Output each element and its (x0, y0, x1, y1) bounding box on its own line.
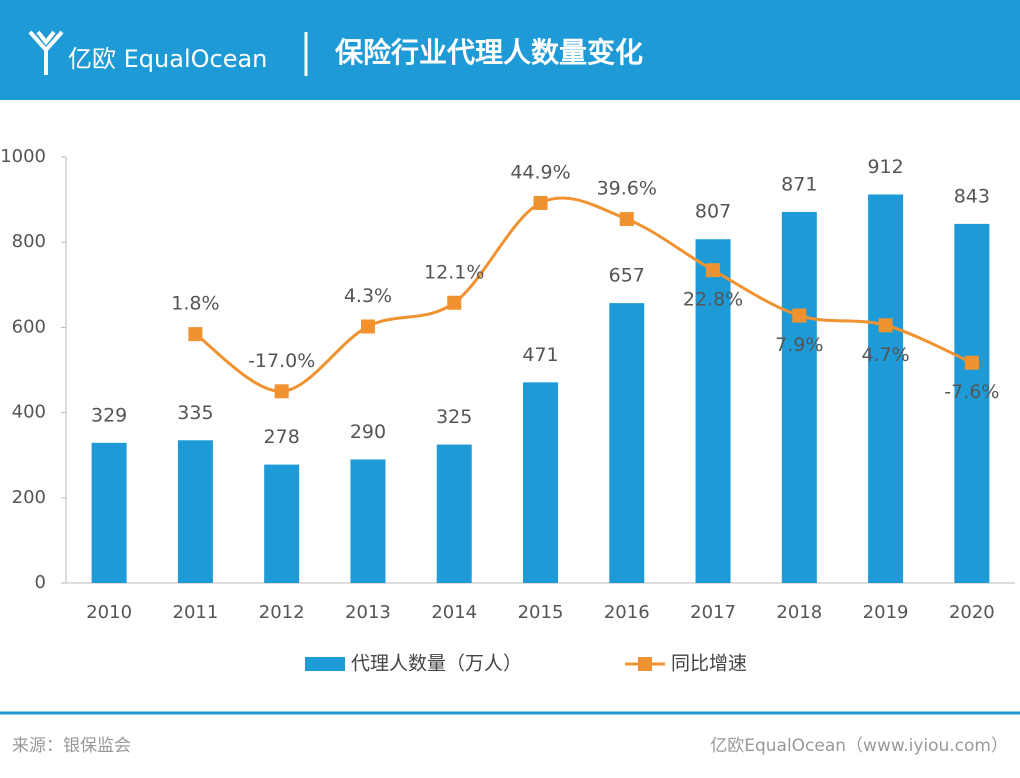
line-value-label: -17.0% (248, 350, 315, 372)
logo-icon (28, 30, 64, 75)
y-tick-label: 600 (12, 316, 46, 337)
line-value-label: -7.6% (944, 381, 999, 403)
legend-swatch (305, 657, 345, 671)
bar (264, 464, 300, 583)
x-tick-label: 2015 (518, 602, 564, 623)
x-tick-label: 2014 (431, 602, 477, 623)
line-value-label: 4.3% (344, 285, 392, 307)
line-marker (706, 263, 721, 278)
line-value-label: 39.6% (597, 178, 657, 200)
bar-value-label: 335 (177, 402, 213, 424)
line-value-label: 44.9% (510, 161, 570, 183)
bar-value-label: 807 (695, 201, 731, 223)
line-value-label: 7.9% (775, 334, 823, 356)
line-marker (964, 355, 979, 370)
x-tick-label: 2013 (345, 602, 391, 623)
line-value-label: 1.8% (171, 293, 219, 315)
chart-title: 保险行业代理人数量变化 (335, 36, 643, 69)
line-marker (360, 319, 375, 334)
bar (436, 444, 472, 583)
x-tick-label: 2012 (259, 602, 305, 623)
legend-label: 同比增速 (671, 653, 747, 675)
y-tick-label: 800 (12, 231, 46, 252)
line-marker (533, 195, 548, 210)
line-marker (878, 318, 893, 333)
line-marker (792, 308, 807, 323)
line-value-label: 12.1% (424, 261, 484, 283)
footer-brand: 亿欧EqualOcean（www.iyiou.com） (710, 736, 1008, 756)
bar (91, 442, 127, 583)
y-tick-label: 1000 (0, 146, 46, 167)
bar-value-label: 843 (954, 185, 990, 207)
bar-value-label: 329 (91, 404, 127, 426)
bar (781, 211, 817, 584)
bar (609, 303, 645, 583)
x-tick-label: 2019 (863, 602, 909, 623)
line-marker (447, 295, 462, 310)
line-marker (274, 384, 289, 399)
legend-swatch (638, 657, 652, 671)
bar-value-label: 657 (609, 265, 645, 287)
bar-value-label: 278 (264, 426, 300, 448)
line-marker (188, 327, 203, 342)
bar-value-label: 325 (436, 406, 472, 428)
header-bar (0, 0, 1020, 100)
y-tick-label: 200 (12, 487, 46, 508)
y-tick-label: 0 (35, 572, 46, 593)
x-tick-label: 2020 (949, 602, 995, 623)
bar-value-label: 290 (350, 421, 386, 443)
x-tick-label: 2018 (776, 602, 822, 623)
x-tick-label: 2010 (86, 602, 132, 623)
x-tick-label: 2011 (173, 602, 219, 623)
x-tick-label: 2016 (604, 602, 650, 623)
bar-value-label: 471 (522, 344, 558, 366)
bar (868, 194, 904, 583)
bar (523, 382, 558, 583)
footer-source: 来源：银保监会 (12, 736, 131, 756)
x-tick-label: 2017 (690, 602, 736, 623)
bar (695, 239, 731, 583)
logo-text: 亿欧 EqualOcean (68, 45, 267, 73)
bar (954, 223, 990, 583)
legend-label: 代理人数量（万人） (351, 653, 522, 675)
bar (350, 459, 386, 583)
line-value-label: 22.8% (683, 289, 743, 311)
line (194, 196, 973, 393)
bar-value-label: 912 (867, 156, 903, 178)
line-marker (619, 212, 634, 227)
y-tick-label: 400 (12, 402, 46, 423)
bar (177, 440, 213, 583)
bar-value-label: 871 (781, 173, 817, 195)
line-value-label: 4.7% (861, 344, 909, 366)
